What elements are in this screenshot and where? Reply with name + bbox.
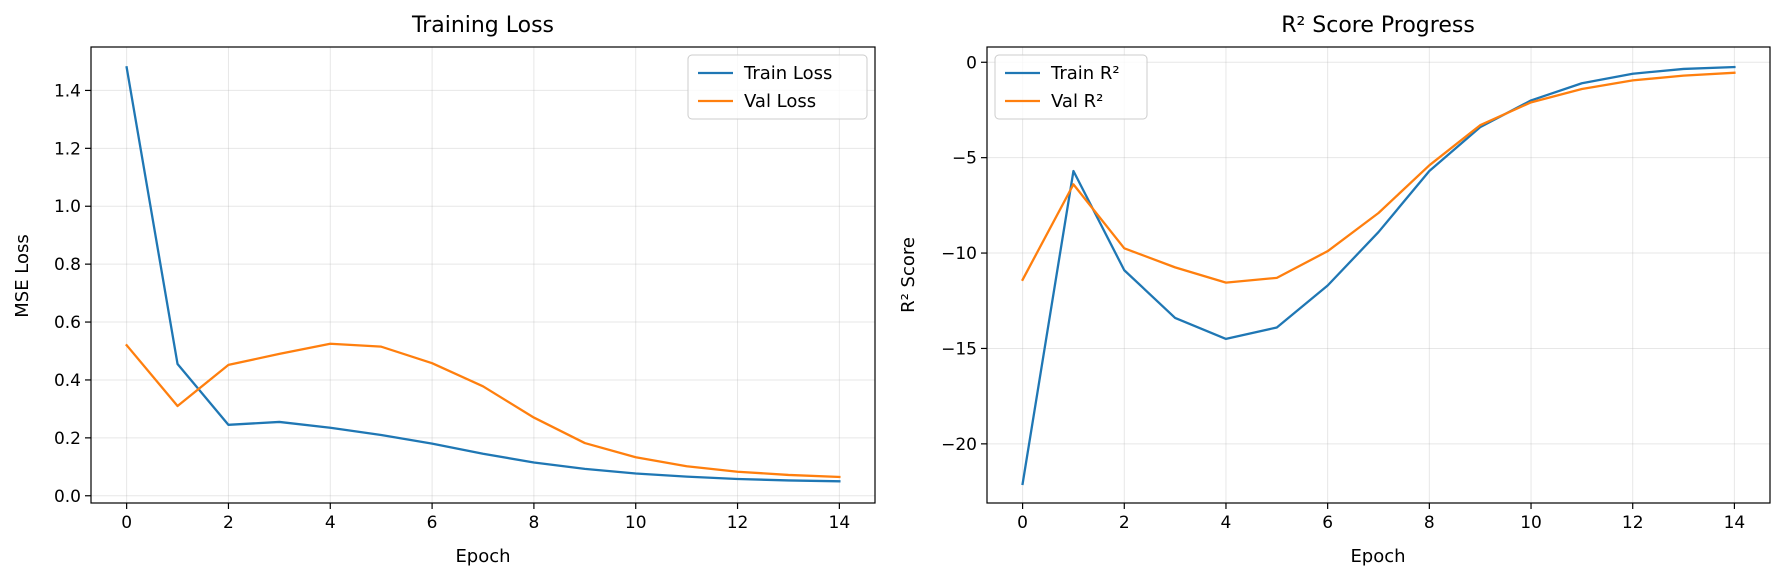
x-tick-label: 14 — [829, 513, 851, 533]
y-axis-label: MSE Loss — [12, 234, 33, 318]
x-tick-label: 8 — [1424, 513, 1435, 533]
legend-box — [994, 54, 1148, 120]
legend: Train Loss Val Loss — [687, 54, 868, 120]
y-tick-label: 1.2 — [54, 139, 81, 159]
y-tick-label: 0.6 — [54, 313, 81, 333]
x-tick-label: 10 — [1520, 513, 1542, 533]
legend-label: Train Loss — [743, 63, 832, 84]
x-tick-label: 12 — [1622, 513, 1644, 533]
series-line-train — [1021, 65, 1736, 486]
x-tick-label: 0 — [1017, 513, 1028, 533]
x-tick-label: 2 — [1119, 513, 1130, 533]
y-tick-label: 1.4 — [54, 81, 81, 101]
y-tick-label: −15 — [941, 339, 977, 359]
y-tick-label: −5 — [952, 149, 977, 169]
x-tick-label: 10 — [625, 513, 647, 533]
x-tick-label: 8 — [528, 513, 539, 533]
legend-box — [687, 54, 868, 120]
y-tick-label: 0.0 — [54, 487, 81, 507]
series-line-val — [125, 342, 841, 479]
series-line-train — [125, 65, 841, 483]
x-tick-label: 6 — [427, 513, 438, 533]
x-tick-label: 6 — [1322, 513, 1333, 533]
x-tick-label: 14 — [1724, 513, 1746, 533]
x-axis-label: Epoch — [455, 546, 510, 567]
x-tick-label: 4 — [1221, 513, 1232, 533]
series-line-val — [1021, 71, 1736, 284]
y-tick-label: 1.0 — [54, 197, 81, 217]
y-tick-label: 0.8 — [54, 255, 81, 275]
x-tick-label: 4 — [325, 513, 336, 533]
y-tick-label: −10 — [941, 244, 977, 264]
y-axis-label: R² Score — [898, 237, 919, 313]
y-tick-label: 0 — [966, 53, 977, 73]
legend-label: Train R² — [1050, 63, 1120, 84]
chart-title: R² Score Progress — [1281, 13, 1475, 38]
x-axis-label: Epoch — [1350, 546, 1405, 567]
x-tick-label: 12 — [727, 513, 749, 533]
x-tick-label: 2 — [223, 513, 234, 533]
plot-frame — [90, 46, 876, 504]
r2-score-chart: R² Score Progress Epoch R² Score 0 2 4 6 8 10… — [898, 13, 1771, 567]
legend: Train R² Val R² — [994, 54, 1148, 120]
x-tick-label: 0 — [121, 513, 132, 533]
legend-label: Val Loss — [744, 91, 816, 112]
training-loss-chart: Training Loss Epoch MSE Loss 0 2 4 6 8 10 12 14… — [12, 13, 876, 567]
legend-label: Val R² — [1051, 91, 1103, 112]
plot-frame — [986, 46, 1771, 504]
y-tick-label: −20 — [941, 435, 977, 455]
y-tick-label: 0.2 — [54, 429, 81, 449]
chart-title: Training Loss — [411, 13, 554, 38]
y-tick-label: 0.4 — [54, 371, 81, 391]
